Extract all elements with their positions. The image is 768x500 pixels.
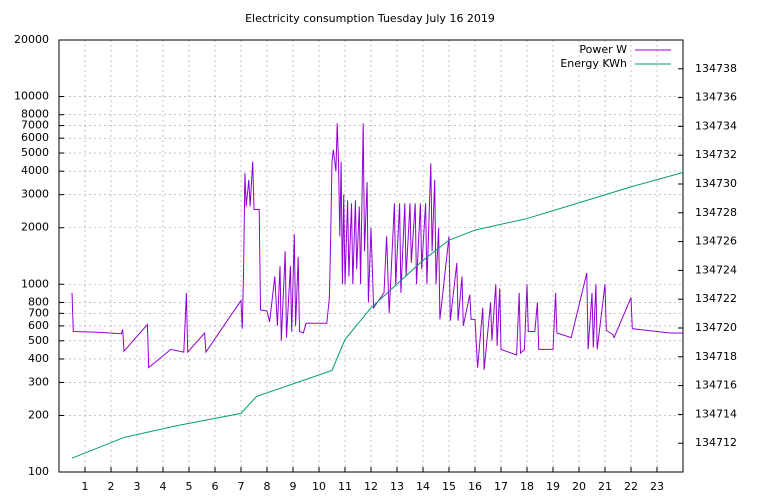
y2-tick-label: 134724 — [695, 263, 737, 276]
x-tick-label: 15 — [442, 480, 456, 493]
plot-frame — [58, 39, 684, 473]
x-tick-label: 22 — [624, 480, 638, 493]
y-tick-label: 1000 — [21, 277, 49, 290]
y-tick-label: 400 — [28, 352, 49, 365]
x-tick-label: 19 — [546, 480, 560, 493]
x-tick-label: 17 — [494, 480, 508, 493]
y-tick-label: 300 — [28, 375, 49, 388]
x-tick-label: 4 — [160, 480, 167, 493]
series-line — [71, 171, 684, 459]
legend-label: Energy KWh — [560, 57, 627, 70]
x-tick-label: 7 — [238, 480, 245, 493]
x-tick-label: 9 — [290, 480, 297, 493]
y2-tick-label: 134714 — [695, 407, 737, 420]
legend-label: Power W — [579, 43, 627, 56]
x-tick-label: 10 — [312, 480, 326, 493]
x-tick-label: 23 — [650, 480, 664, 493]
y-tick-label: 4000 — [21, 164, 49, 177]
x-tick-label: 2 — [108, 480, 115, 493]
y-tick-label: 700 — [28, 306, 49, 319]
y-tick-label: 2000 — [21, 221, 49, 234]
x-tick-label: 6 — [212, 480, 219, 493]
x-tick-label: 14 — [416, 480, 430, 493]
y-tick-label: 200 — [28, 408, 49, 421]
x-tick-label: 13 — [390, 480, 404, 493]
y2-tick-label: 134730 — [695, 177, 737, 190]
y-tick-label: 7000 — [21, 119, 49, 132]
y-tick-label: 20000 — [14, 33, 49, 46]
x-tick-label: 18 — [520, 480, 534, 493]
y-tick-label: 500 — [28, 334, 49, 347]
x-tick-label: 21 — [598, 480, 612, 493]
y2-tick-label: 134734 — [695, 119, 737, 132]
y2-tick-label: 134722 — [695, 292, 737, 305]
y-tick-label: 6000 — [21, 131, 49, 144]
series-line — [71, 123, 683, 370]
y-tick-label: 5000 — [21, 146, 49, 159]
x-tick-label: 5 — [186, 480, 193, 493]
y2-tick-label: 134716 — [695, 379, 737, 392]
y2-tick-label: 134712 — [695, 436, 737, 449]
x-tick-label: 16 — [468, 480, 482, 493]
x-tick-label: 1 — [82, 480, 89, 493]
y-tick-label: 600 — [28, 319, 49, 332]
x-tick-label: 3 — [134, 480, 141, 493]
y2-tick-label: 134732 — [695, 148, 737, 161]
y-tick-label: 10000 — [14, 90, 49, 103]
y-tick-label: 800 — [28, 295, 49, 308]
y2-tick-label: 134728 — [695, 206, 737, 219]
y2-tick-label: 134726 — [695, 235, 737, 248]
y2-tick-label: 134718 — [695, 350, 737, 363]
x-tick-label: 12 — [364, 480, 378, 493]
y2-tick-label: 134720 — [695, 321, 737, 334]
y-tick-label: 100 — [28, 465, 49, 478]
y2-tick-label: 134736 — [695, 91, 737, 104]
x-tick-label: 11 — [338, 480, 352, 493]
y-tick-label: 8000 — [21, 108, 49, 121]
chart-title: Electricity consumption Tuesday July 16 … — [245, 12, 495, 25]
y2-tick-label: 134738 — [695, 62, 737, 75]
x-tick-label: 8 — [264, 480, 271, 493]
x-tick-label: 20 — [572, 480, 586, 493]
y-tick-label: 3000 — [21, 188, 49, 201]
